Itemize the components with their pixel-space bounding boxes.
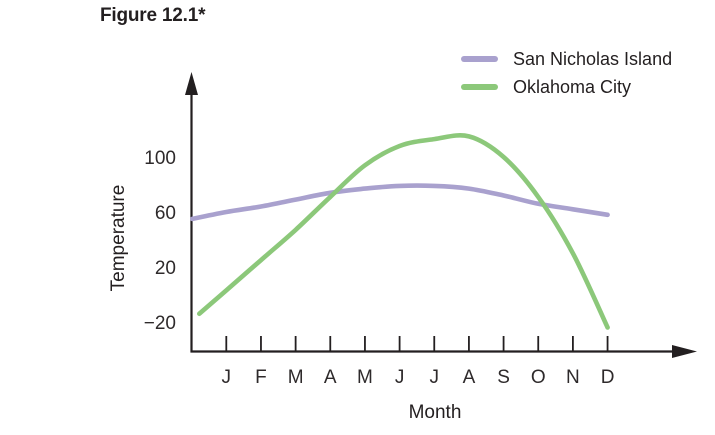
x-tick-label: N — [566, 367, 580, 388]
x-tick-label: J — [222, 367, 232, 388]
y-tick-label: 100 — [144, 148, 176, 169]
x-tick-label: A — [463, 367, 476, 388]
x-tick-label: A — [324, 367, 337, 388]
series-line-san-nicholas-island — [190, 183, 610, 222]
legend-item: San Nicholas Island — [461, 45, 672, 73]
x-tick-label: J — [430, 367, 440, 388]
y-axis-arrowhead-icon — [185, 72, 198, 95]
figure-title: Figure 12.1* — [100, 5, 206, 26]
legend-swatch-oklahoma-city — [461, 84, 498, 90]
legend: San Nicholas Island Oklahoma City — [461, 45, 672, 101]
legend-swatch-san-nicholas-island — [461, 56, 498, 62]
y-tick-label: −20 — [144, 313, 176, 334]
legend-label: Oklahoma City — [513, 76, 632, 97]
x-tick-label: O — [531, 367, 546, 388]
x-tick-label: M — [357, 367, 373, 388]
legend-label: San Nicholas Island — [513, 48, 673, 69]
x-tick-label: M — [288, 367, 304, 388]
x-tick-label: F — [255, 367, 267, 388]
y-axis-label: Temperature — [108, 184, 129, 292]
x-axis-arrowhead-icon — [672, 345, 697, 358]
y-tick-label: 60 — [155, 203, 176, 224]
x-tick-label: D — [601, 367, 615, 388]
series-line-oklahoma-city — [197, 133, 610, 330]
x-tick-label: S — [497, 367, 510, 388]
x-tick-label: J — [395, 367, 405, 388]
y-tick-label: 20 — [155, 258, 176, 279]
x-axis-label: Month — [408, 402, 462, 423]
legend-item: Oklahoma City — [461, 73, 672, 101]
